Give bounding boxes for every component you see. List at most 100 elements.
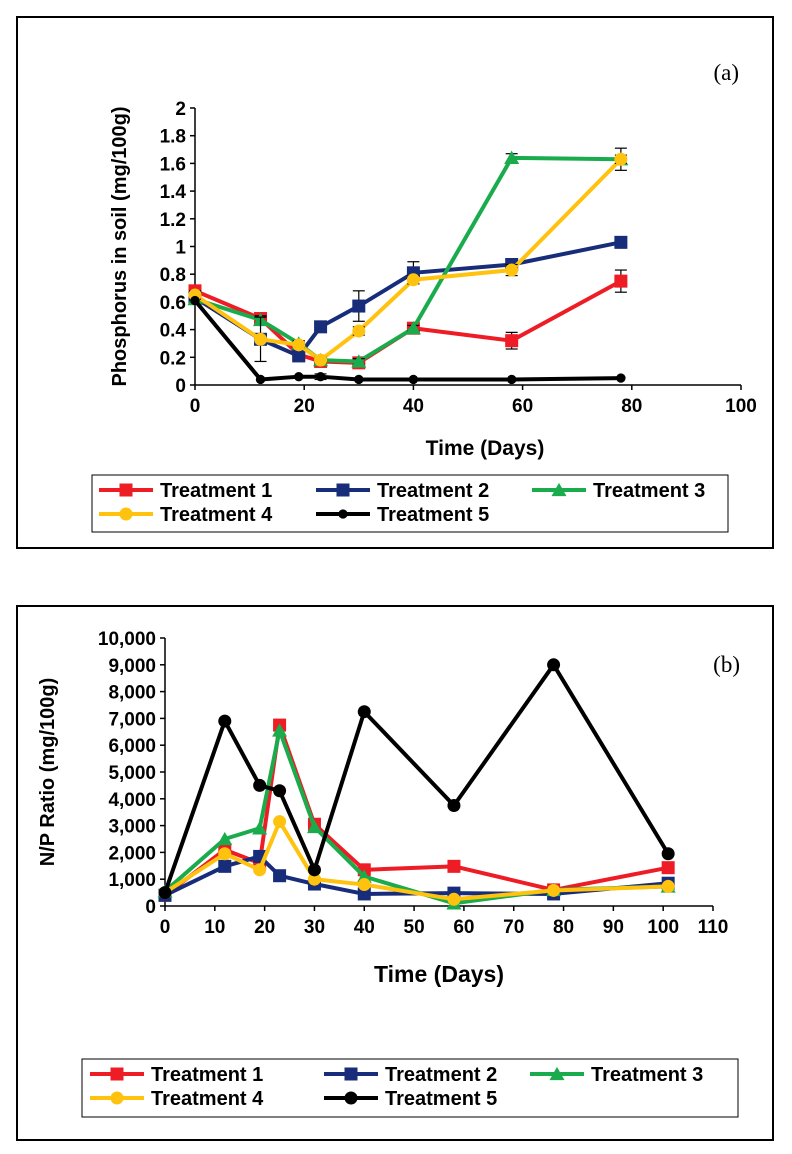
chart-b-y-tick-label: 0 [145,897,156,918]
chart-a-x-tick-label: 100 [725,396,757,417]
chart-a-point-treatment-4 [254,332,268,346]
chart-a-point-treatment-2 [292,349,306,363]
chart-b-point-treatment-5 [661,847,675,861]
chart-a-legend-label-treatment-1: Treatment 1 [160,480,272,502]
chart-a-point-treatment-4 [352,324,366,338]
chart-b-point-treatment-5 [218,714,232,728]
chart-a-point-treatment-3 [405,321,421,335]
chart-a-y-tick-label: 0.8 [160,265,186,286]
chart-a-legend-swatch-marker-treatment-4 [119,507,133,521]
chart-a-y-tick-label: 0.4 [160,321,187,342]
chart-b-point-treatment-4 [253,863,267,877]
chart-b-point-treatment-5 [273,784,287,798]
chart-b-y-tick-label: 3,000 [108,817,156,838]
chart-b-x-tick-label: 40 [354,917,375,938]
chart-b-x-tick-label: 110 [698,917,729,938]
chart-b-y-tick-label: 6,000 [108,736,156,757]
chart-a-legend-label-treatment-3: Treatment 3 [593,480,705,502]
chart-b-x-tick-label: 90 [603,917,624,938]
chart-b-point-treatment-4 [307,872,321,886]
chart-a-y-tick-label: 1.4 [160,182,187,203]
chart-b-legend-label-treatment-4: Treatment 4 [151,1088,264,1110]
chart-a-series-treatment-5 [190,295,626,385]
chart-b-legend-swatch-marker-treatment-5 [344,1091,358,1105]
chart-a-legend-label-treatment-2: Treatment 2 [377,480,489,502]
chart-a-legend-label-treatment-5: Treatment 5 [377,504,489,526]
chart-a-series-line-treatment-3 [194,155,621,364]
chart-a-point-treatment-3 [504,150,520,165]
chart-b-point-treatment-4 [661,879,675,893]
chart-b-point-treatment-5 [158,886,172,900]
chart-b-legend-swatch-marker-treatment-4 [110,1091,124,1105]
chart-a-x-tick-label: 40 [403,396,424,417]
chart-a-series-treatment-2 [188,235,628,363]
chart-a-x-tick-label: 20 [294,396,315,417]
chart-a-legend-swatch-marker-treatment-2 [336,483,350,497]
chart-a-point-treatment-4 [314,353,328,367]
chart-a-point-treatment-3 [351,354,367,368]
chart-b-point-treatment-4 [218,847,232,861]
chart-b-y-tick-label: 1,000 [108,870,156,891]
chart-b-legend-swatch-marker-treatment-3 [549,1066,565,1081]
chart-a-y-tick-label: 2 [175,99,186,120]
chart-a-point-treatment-5 [255,374,266,385]
chart-b-y-tick-label: 7,000 [108,709,156,730]
chart-b-y-tick-label: 9,000 [108,656,156,677]
chart-a-x-tick-label: 60 [512,396,533,417]
chart-b-point-treatment-2 [218,859,232,873]
chart-b-series-treatment-5 [158,658,675,900]
chart-b-point-treatment-4 [357,878,371,892]
chart-b-x-tick-label: 0 [160,917,171,938]
chart-a-point-treatment-2 [352,299,366,313]
chart-b-legend-label-treatment-3: Treatment 3 [591,1064,703,1086]
chart-panel-a: 0 0.2 0.4 0.6 0.8 1 1.2 1.4 1.6 1.8 2 0 20 40 60 80 100 T… [16,16,774,549]
chart-a-y-tick-label: 1.8 [160,127,186,148]
chart-a-legend-box [91,474,729,533]
chart-a-point-treatment-4 [292,338,306,352]
chart-a-series-line-treatment-5 [193,299,621,382]
chart-b-y-tick-label: 10,000 [98,629,156,650]
chart-b-x-tick-label: 10 [204,917,225,938]
chart-a-point-treatment-4 [505,263,519,277]
chart-b-point-treatment-1 [661,861,675,875]
chart-b-legend-label-treatment-5: Treatment 5 [385,1088,497,1110]
chart-b-x-tick-label: 100 [647,917,679,938]
chart-a-y-tick-label: 1 [175,238,186,259]
chart-a-legend-label-treatment-4: Treatment 4 [160,504,273,526]
chart-b-point-treatment-5 [357,705,371,719]
chart-a-point-treatment-5 [190,295,200,306]
chart-a-y-tick-label: 0 [175,376,186,397]
chart-a-series-treatment-3 [187,147,629,368]
chart-b-canvas: 0 1,000 2,000 3,000 4,000 5,000 6,000 7,000 8,00… [37,629,740,1118]
chart-b-series-line-treatment-5 [163,662,670,894]
chart-a-point-treatment-1 [614,274,628,288]
chart-b-legend-label-treatment-2: Treatment 2 [385,1064,497,1086]
chart-b-point-treatment-3 [217,831,233,846]
chart-b-x-tick-label: 60 [453,917,474,938]
chart-a-legend-swatch-marker-treatment-5 [338,509,348,519]
chart-a-point-treatment-5 [354,374,364,385]
chart-b-legend-swatch-marker-treatment-1 [110,1067,124,1081]
chart-a-y-tick-label: 0.2 [160,348,186,369]
chart-b-y-tick-label: 8,000 [108,683,156,704]
chart-a-legend-swatch-marker-treatment-3 [551,482,567,497]
chart-a-point-treatment-4 [406,273,420,287]
chart-b-point-treatment-5 [307,863,321,877]
chart-b-series-treatment-4 [158,815,675,906]
chart-a-point-treatment-5 [616,373,626,383]
chart-a-x-tick-label: 80 [621,396,642,417]
chart-a-y-tick-label: 1.2 [160,210,186,231]
chart-b-point-treatment-5 [547,658,561,672]
chart-a-point-treatment-2 [614,235,628,249]
chart-a-y-tick-label: 1.6 [160,154,186,175]
chart-b-point-treatment-5 [253,778,267,792]
chart-b-y-tick-label: 2,000 [108,843,156,864]
chart-b-point-treatment-2 [273,869,287,883]
chart-a-x-axis-title: Time (Days) [426,437,545,460]
chart-b-point-treatment-4 [547,883,561,897]
chart-b-x-tick-label: 70 [503,917,524,938]
chart-a-canvas: 00.20.40.60.811.21.41.61.820 20 40 60 80 100T… [91,60,757,533]
chart-b-x-axis-title: Time (Days) [374,961,504,987]
chart-b-series-line-treatment-3 [163,728,669,906]
chart-b-point-treatment-3 [306,819,322,834]
